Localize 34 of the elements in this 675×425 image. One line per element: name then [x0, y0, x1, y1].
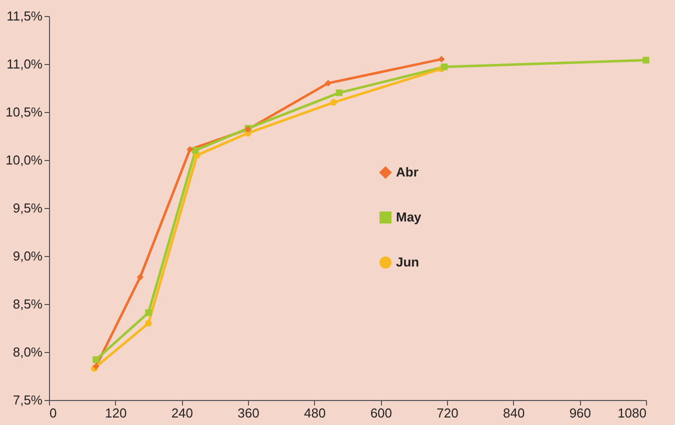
x-tick-label: 360	[238, 406, 260, 420]
point	[136, 274, 144, 280]
y-tick-label: 11,5%	[6, 8, 43, 24]
y-tick-label: 9,0%	[12, 248, 43, 264]
x-tick-label: 600	[370, 406, 392, 420]
point	[192, 147, 199, 154]
y-tick-label: 11,0%	[6, 56, 43, 72]
point	[92, 356, 100, 364]
legend-label: Abr	[396, 164, 418, 180]
point	[330, 99, 338, 106]
x-tick-label: 1080	[618, 406, 646, 420]
point	[440, 64, 448, 70]
x-tick-label: 0	[50, 406, 57, 420]
x-tick-label: 840	[502, 406, 525, 420]
x-tick-label: 960	[569, 406, 592, 420]
y-tick-label: 8,0%	[12, 344, 43, 360]
point	[324, 80, 332, 87]
y-tick-label: 8,5%	[12, 296, 43, 312]
y-tick-label: 10,0%	[6, 152, 43, 168]
point	[642, 56, 650, 64]
x-tick-label: 720	[436, 406, 458, 420]
y-tick-label: 9,5%	[12, 200, 43, 216]
x-tick-label: 120	[104, 406, 127, 420]
legend-label: Jun	[396, 254, 420, 270]
legend-label: May	[396, 210, 422, 224]
point	[145, 309, 152, 316]
point	[438, 56, 445, 63]
y-tick-label: 7,5%	[12, 392, 43, 408]
x-tick-label: 480	[304, 406, 326, 420]
point	[186, 146, 194, 153]
x-tick-label: 240	[171, 406, 194, 420]
y-tick-label: 10,5%	[6, 104, 43, 120]
point	[145, 320, 152, 327]
point	[336, 89, 343, 96]
